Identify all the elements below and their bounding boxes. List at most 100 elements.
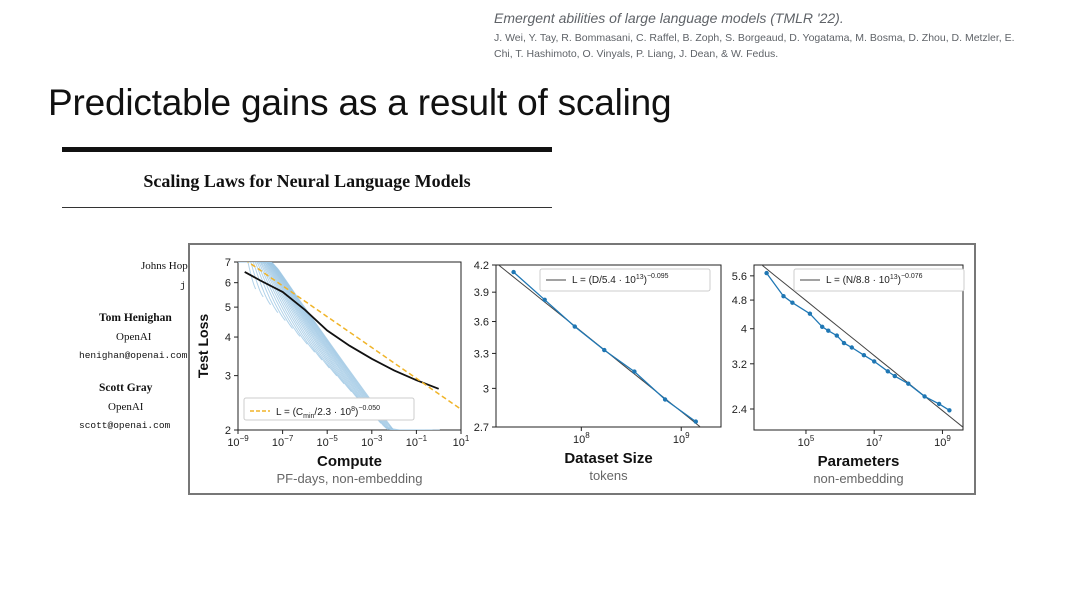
y-tick-label: 2.4	[732, 404, 747, 416]
citation: Emergent abilities of large language mod…	[494, 10, 1074, 62]
training-curve	[238, 262, 286, 321]
x-tick-label: 10−3	[361, 434, 383, 449]
paper-top-rule	[62, 147, 552, 152]
data-point	[872, 359, 877, 364]
x-axis-sublabel: tokens	[589, 468, 628, 483]
y-axis-label: Test Loss	[195, 314, 211, 379]
author-email-henighan: henighan@openai.com	[79, 350, 188, 361]
y-tick-label: 4	[225, 332, 231, 344]
citation-authors-line2: Chi, T. Hashimoto, O. Vinyals, P. Liang,…	[494, 48, 779, 60]
x-tick-label: 10−5	[317, 434, 339, 449]
author-org-gray: OpenAI	[108, 401, 144, 413]
data-point	[885, 369, 890, 374]
author-name-henighan: Tom Henighan	[99, 312, 172, 324]
data-point	[922, 394, 927, 399]
training-curve	[238, 262, 345, 385]
training-curve	[238, 262, 272, 306]
x-tick-label: 10−7	[272, 434, 294, 449]
chart-1: 10−9 10−7 10−5 10−3 10−1 101 2 3 4 5 6 7 ComputePF-d…	[195, 257, 470, 486]
plot-marks	[761, 265, 963, 428]
training-curve	[238, 262, 323, 361]
data-point	[542, 297, 547, 302]
data-point	[820, 324, 825, 329]
training-curve	[238, 262, 352, 393]
data-point	[849, 345, 854, 350]
y-tick-label: 3.3	[474, 348, 489, 360]
paper-title-rule	[62, 207, 552, 208]
training-curve	[238, 262, 360, 400]
training-curve	[238, 262, 367, 408]
y-tick-label: 3.6	[474, 317, 489, 329]
x-axis-sublabel: non-embedding	[813, 471, 903, 486]
x-tick-label: 109	[934, 434, 951, 449]
author-org-henighan: OpenAI	[116, 331, 152, 343]
data-point	[790, 300, 795, 305]
x-axis-sublabel: PF-days, non-embedding	[277, 471, 423, 486]
training-curve	[238, 262, 374, 416]
training-curve	[238, 262, 308, 345]
x-tick-label: 108	[573, 431, 590, 446]
data-point	[947, 408, 952, 413]
legend-label: L = (D/5.4 · 1013)−0.095	[572, 273, 669, 286]
paper-email-partial: j	[180, 280, 186, 291]
x-axis-label: Compute	[317, 453, 382, 470]
plot-marks	[238, 262, 461, 430]
plot-marks	[497, 265, 702, 427]
scaling-laws-figure: 10−9 10−7 10−5 10−3 10−1 101 2 3 4 5 6 7 Compute PF-d…	[188, 243, 976, 495]
y-tick-label: 4	[741, 324, 747, 336]
training-curve	[238, 262, 433, 430]
y-tick-label: 3.9	[474, 287, 489, 299]
data-point	[906, 381, 911, 386]
data-point	[662, 397, 668, 402]
training-curve	[238, 262, 301, 337]
x-axis-label: Dataset Size	[564, 450, 652, 467]
legend: L = (N/8.8 · 1013)−0.076	[793, 268, 965, 292]
y-tick-label: 3	[225, 371, 231, 383]
plot-area	[753, 264, 964, 431]
y-tick-label: 4.8	[732, 295, 747, 307]
y-tick-label: 5	[225, 302, 231, 314]
fit-line	[761, 265, 963, 428]
citation-title: Emergent abilities of large language mod…	[494, 10, 844, 26]
data-point	[826, 328, 831, 333]
data-point	[807, 311, 813, 316]
training-curve	[238, 262, 330, 369]
training-curve	[238, 262, 264, 298]
data-point	[781, 294, 786, 299]
data-point	[834, 333, 839, 338]
y-tick-label: 2.7	[474, 422, 489, 434]
y-tick-label: 6	[225, 278, 231, 290]
x-tick-label: 109	[673, 431, 690, 446]
y-tick-label: 5.6	[732, 271, 747, 283]
legend-box	[539, 268, 711, 292]
x-tick-label: 105	[798, 434, 815, 449]
training-curve	[238, 262, 440, 430]
x-tick-label: 10−1	[406, 434, 428, 449]
legend-label: L = (N/8.8 · 1013)−0.076	[826, 273, 923, 286]
legend-box	[243, 397, 415, 421]
paper-affiliation-partial: Johns Hop	[141, 260, 188, 272]
x-tick-label: 107	[866, 434, 883, 449]
compute-fit-line	[246, 262, 461, 410]
author-name-gray: Scott Gray	[99, 382, 153, 394]
chart-2: 108 109 2.7 3 3.3 3.6 3.9 4.2 Dataset Sizetokens…	[474, 260, 722, 483]
y-tick-label: 7	[225, 257, 231, 269]
x-axis-label: Parameters	[818, 453, 900, 470]
training-curve	[238, 262, 293, 329]
training-curves	[238, 262, 440, 430]
legend-label: L = (Cmin/2.3 · 108)−0.050	[276, 405, 380, 420]
training-curve	[238, 262, 338, 377]
data-point	[764, 270, 769, 276]
data-point	[632, 369, 637, 374]
data-point	[861, 353, 867, 358]
data-point	[602, 347, 607, 353]
data-point	[841, 340, 847, 346]
author-email-gray: scott@openai.com	[79, 420, 171, 431]
training-curve	[238, 262, 382, 424]
training-curve	[238, 262, 257, 290]
x-tick-label: 10−9	[227, 434, 249, 449]
data-point	[511, 269, 516, 275]
legend: L = (D/5.4 · 1013)−0.095	[539, 268, 711, 292]
legend-box	[793, 268, 965, 292]
data-point	[892, 373, 897, 379]
